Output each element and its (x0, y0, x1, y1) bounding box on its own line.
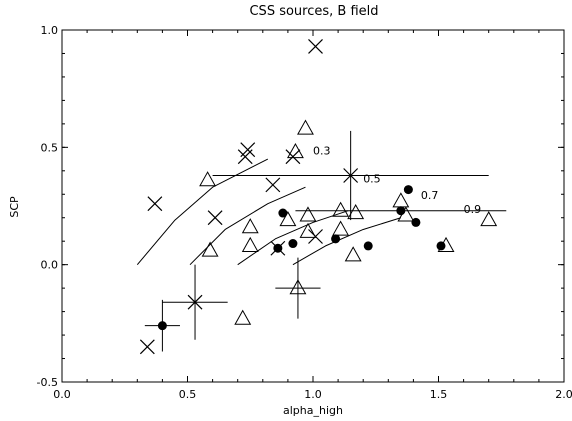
chart-title: CSS sources, B field (249, 4, 378, 19)
cross-point (207, 210, 223, 226)
x-axis-label: alpha_high (283, 404, 343, 417)
y-tick-label: 0.5 (41, 141, 59, 154)
filled-circle-point (273, 243, 283, 253)
y-tick-label: 1.0 (41, 24, 59, 37)
cross-point (147, 196, 163, 212)
cross-point (240, 142, 256, 158)
filled-circle-point (278, 208, 288, 218)
cross-point (343, 168, 359, 183)
filled-circle-point (363, 241, 373, 251)
curves-layer (136, 158, 401, 266)
y-tick-label: -0.5 (37, 376, 58, 389)
triangle-point (297, 119, 314, 135)
triangle-point (480, 211, 498, 227)
x-tick-label: 0.5 (179, 388, 197, 401)
triangle-point (344, 246, 362, 262)
triangle-point (392, 192, 410, 208)
x-tick-label: 2.0 (555, 388, 572, 401)
triangle-point (199, 171, 217, 187)
model-curve (136, 158, 269, 265)
triangle-point (241, 236, 259, 252)
triangle-point (234, 309, 252, 325)
cross-point (139, 339, 155, 355)
filled-circle-point (157, 321, 167, 331)
filled-circle-point (288, 239, 298, 249)
curve-annotation: 0.7 (421, 189, 439, 202)
cross-point (265, 177, 281, 193)
curve-annotation: 0.3 (313, 144, 331, 157)
filled-circle-point (403, 185, 413, 195)
filled-circle-point (411, 217, 421, 227)
triangle-point (241, 218, 259, 234)
triangle-point (347, 204, 365, 220)
x-tick-label: 1.5 (430, 388, 448, 401)
annotations-layer: 0.3 0.5 0.7 0.9 (313, 144, 481, 216)
y-axis-label: SCP (8, 196, 21, 218)
model-curve (292, 217, 401, 266)
triangle-point (279, 211, 297, 227)
triangle-point (299, 222, 317, 238)
triangle-point (299, 206, 317, 222)
triangle-point (289, 279, 307, 295)
ticks-layer: 0.0 0.5 1.0 1.5 2.0-0.50.00.51.0 (37, 24, 572, 401)
curve-annotation: 0.9 (464, 203, 482, 216)
x-tick-label: 0.0 (53, 388, 71, 401)
cross-point (187, 294, 203, 310)
triangle-point (332, 201, 350, 217)
curve-annotation: 0.5 (363, 173, 381, 186)
filled-circle-point (396, 206, 406, 216)
triangle-point (286, 143, 304, 159)
filled-circle-point (331, 234, 341, 244)
cross-point (285, 149, 301, 165)
plot-frame (61, 29, 565, 383)
triangle-point (332, 220, 350, 236)
y-tick-label: 0.0 (41, 259, 59, 272)
filled-circle-point (436, 241, 446, 251)
cross-point (308, 39, 323, 54)
triangle-point (201, 241, 219, 257)
x-tick-label: 1.0 (304, 388, 322, 401)
marks-layer (139, 39, 507, 355)
